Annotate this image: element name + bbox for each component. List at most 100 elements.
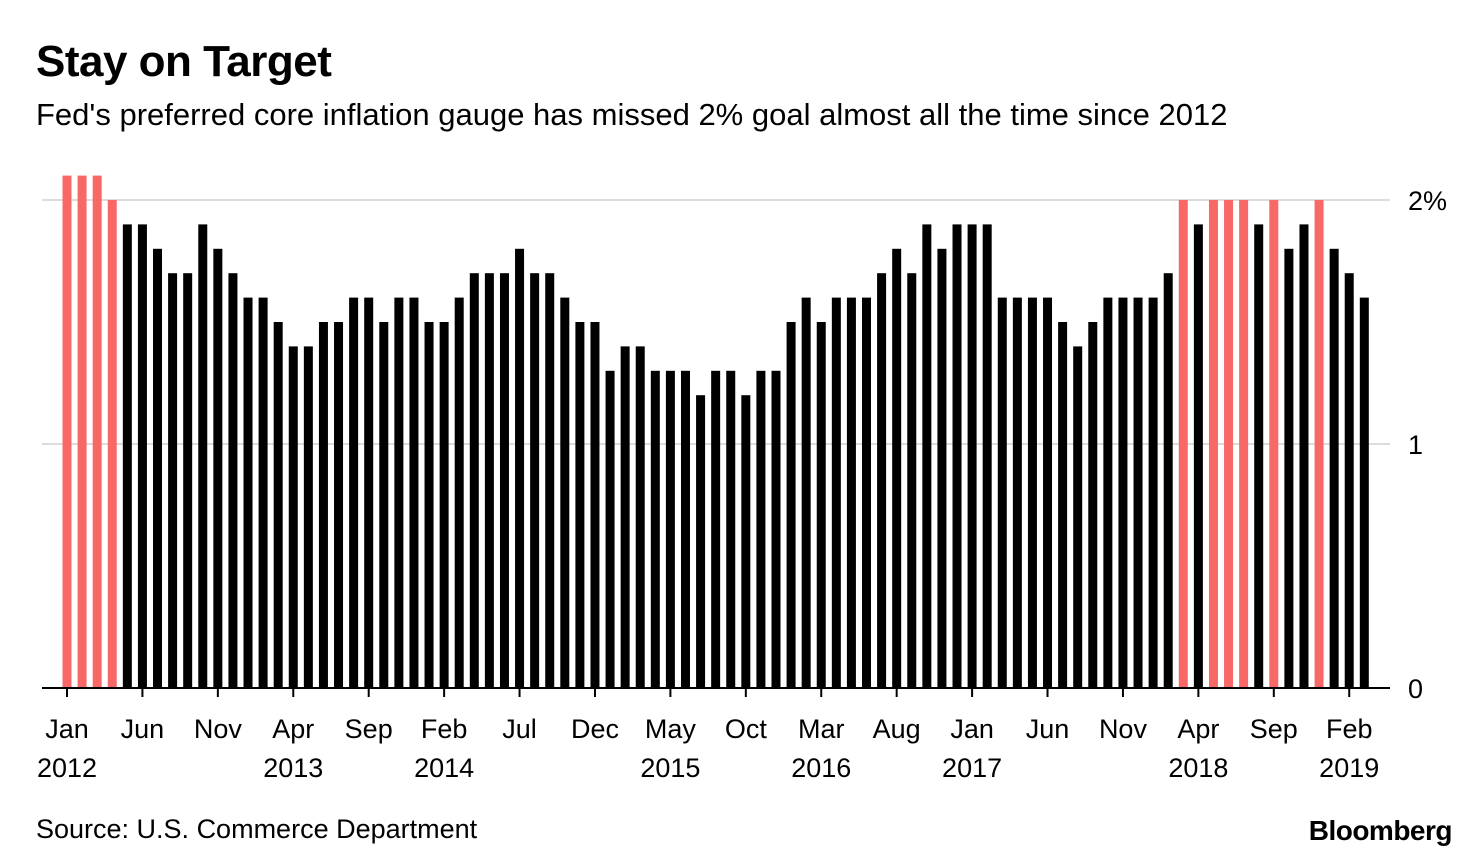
axes: 2% 1 0 Jan 2012 Jun Nov Apr 2013 Sep Feb 2014 Jul Dec… (37, 186, 1447, 783)
bar (1043, 297, 1053, 688)
bar (424, 322, 434, 688)
x-tick-label-year: 2019 (1319, 753, 1379, 783)
bar (379, 322, 389, 688)
x-tick-label-year: 2018 (1168, 753, 1228, 783)
x-tick-label-month: Apr (1177, 714, 1219, 744)
bars (62, 175, 1369, 689)
bar (771, 370, 781, 688)
bar (303, 346, 313, 688)
bar (258, 297, 268, 688)
bar (922, 224, 932, 688)
bar (590, 322, 600, 688)
bar (907, 273, 917, 688)
y-tick-label: 2% (1408, 186, 1447, 216)
bar (1178, 200, 1188, 688)
bar (1329, 248, 1339, 689)
bar (1012, 297, 1022, 688)
bar (756, 370, 766, 688)
bloomberg-logo: Bloomberg (1308, 815, 1453, 846)
x-tick-label-month: Sep (345, 714, 393, 744)
bar (1359, 297, 1369, 688)
bar (997, 297, 1007, 688)
bar (1254, 224, 1264, 688)
bar (726, 370, 736, 688)
bar (741, 395, 751, 688)
x-tick-label-month: Jan (950, 714, 994, 744)
bar (952, 224, 962, 688)
bar (77, 175, 87, 689)
bar (816, 322, 826, 688)
bar (1224, 200, 1234, 688)
bar (1027, 297, 1037, 688)
bar (530, 273, 540, 688)
x-tick-label-year: 2015 (640, 753, 700, 783)
bar (605, 370, 615, 688)
x-tick-label-year: 2017 (942, 753, 1002, 783)
bar (409, 297, 419, 688)
bar (1299, 224, 1309, 688)
bar (982, 224, 992, 688)
x-tick-label-month: Dec (571, 714, 619, 744)
bar (1269, 200, 1279, 688)
bar (1118, 297, 1128, 688)
x-tick-label-month: Nov (1099, 714, 1148, 744)
x-tick-label-month: Mar (798, 714, 845, 744)
bar (711, 370, 721, 688)
bar (484, 273, 494, 688)
x-tick-label-month: Oct (725, 714, 768, 744)
bar (1148, 297, 1158, 688)
bar (892, 248, 902, 689)
bar (153, 248, 163, 689)
bar (967, 224, 977, 688)
bar (635, 346, 645, 688)
x-tick-label-month: Aug (873, 714, 921, 744)
x-tick-label-month: May (645, 714, 697, 744)
bar (273, 322, 283, 688)
chart-subtitle: Fed's preferred core inflation gauge has… (36, 97, 1228, 132)
bar (198, 224, 208, 688)
bar (515, 248, 525, 689)
bar (1058, 322, 1068, 688)
bar (877, 273, 887, 688)
x-tick-label-month: Jul (502, 714, 537, 744)
bar (831, 297, 841, 688)
bar (1208, 200, 1218, 688)
bar (92, 175, 102, 689)
x-tick-label-month: Jun (1026, 714, 1070, 744)
bar (137, 224, 147, 688)
x-tick-label-month: Feb (421, 714, 468, 744)
bar (846, 297, 856, 688)
bar (620, 346, 630, 688)
bar (454, 297, 464, 688)
bar (439, 322, 449, 688)
bar (1163, 273, 1173, 688)
bar (183, 273, 193, 688)
bar (696, 395, 706, 688)
bar (1193, 224, 1203, 688)
bar (168, 273, 178, 688)
x-tick-label-month: Sep (1250, 714, 1298, 744)
bar (862, 297, 872, 688)
y-tick-label: 1 (1408, 430, 1423, 460)
x-tick-label-month: Nov (194, 714, 243, 744)
bar (107, 200, 117, 688)
x-tick-label-year: 2013 (263, 753, 323, 783)
bar (1314, 200, 1324, 688)
bar (575, 322, 585, 688)
x-tick-label-year: 2012 (37, 753, 97, 783)
chart-title: Stay on Target (36, 37, 332, 86)
x-tick-label-year: 2016 (791, 753, 851, 783)
bar (334, 322, 344, 688)
bar (801, 297, 811, 688)
bar (1133, 297, 1143, 688)
bar (499, 273, 509, 688)
bar (665, 370, 675, 688)
bar (1103, 297, 1113, 688)
y-tick-label: 0 (1408, 674, 1423, 704)
bar (228, 273, 238, 688)
bar (1088, 322, 1098, 688)
bar (62, 175, 72, 689)
bar (650, 370, 660, 688)
bar (1073, 346, 1083, 688)
bar (937, 248, 947, 689)
